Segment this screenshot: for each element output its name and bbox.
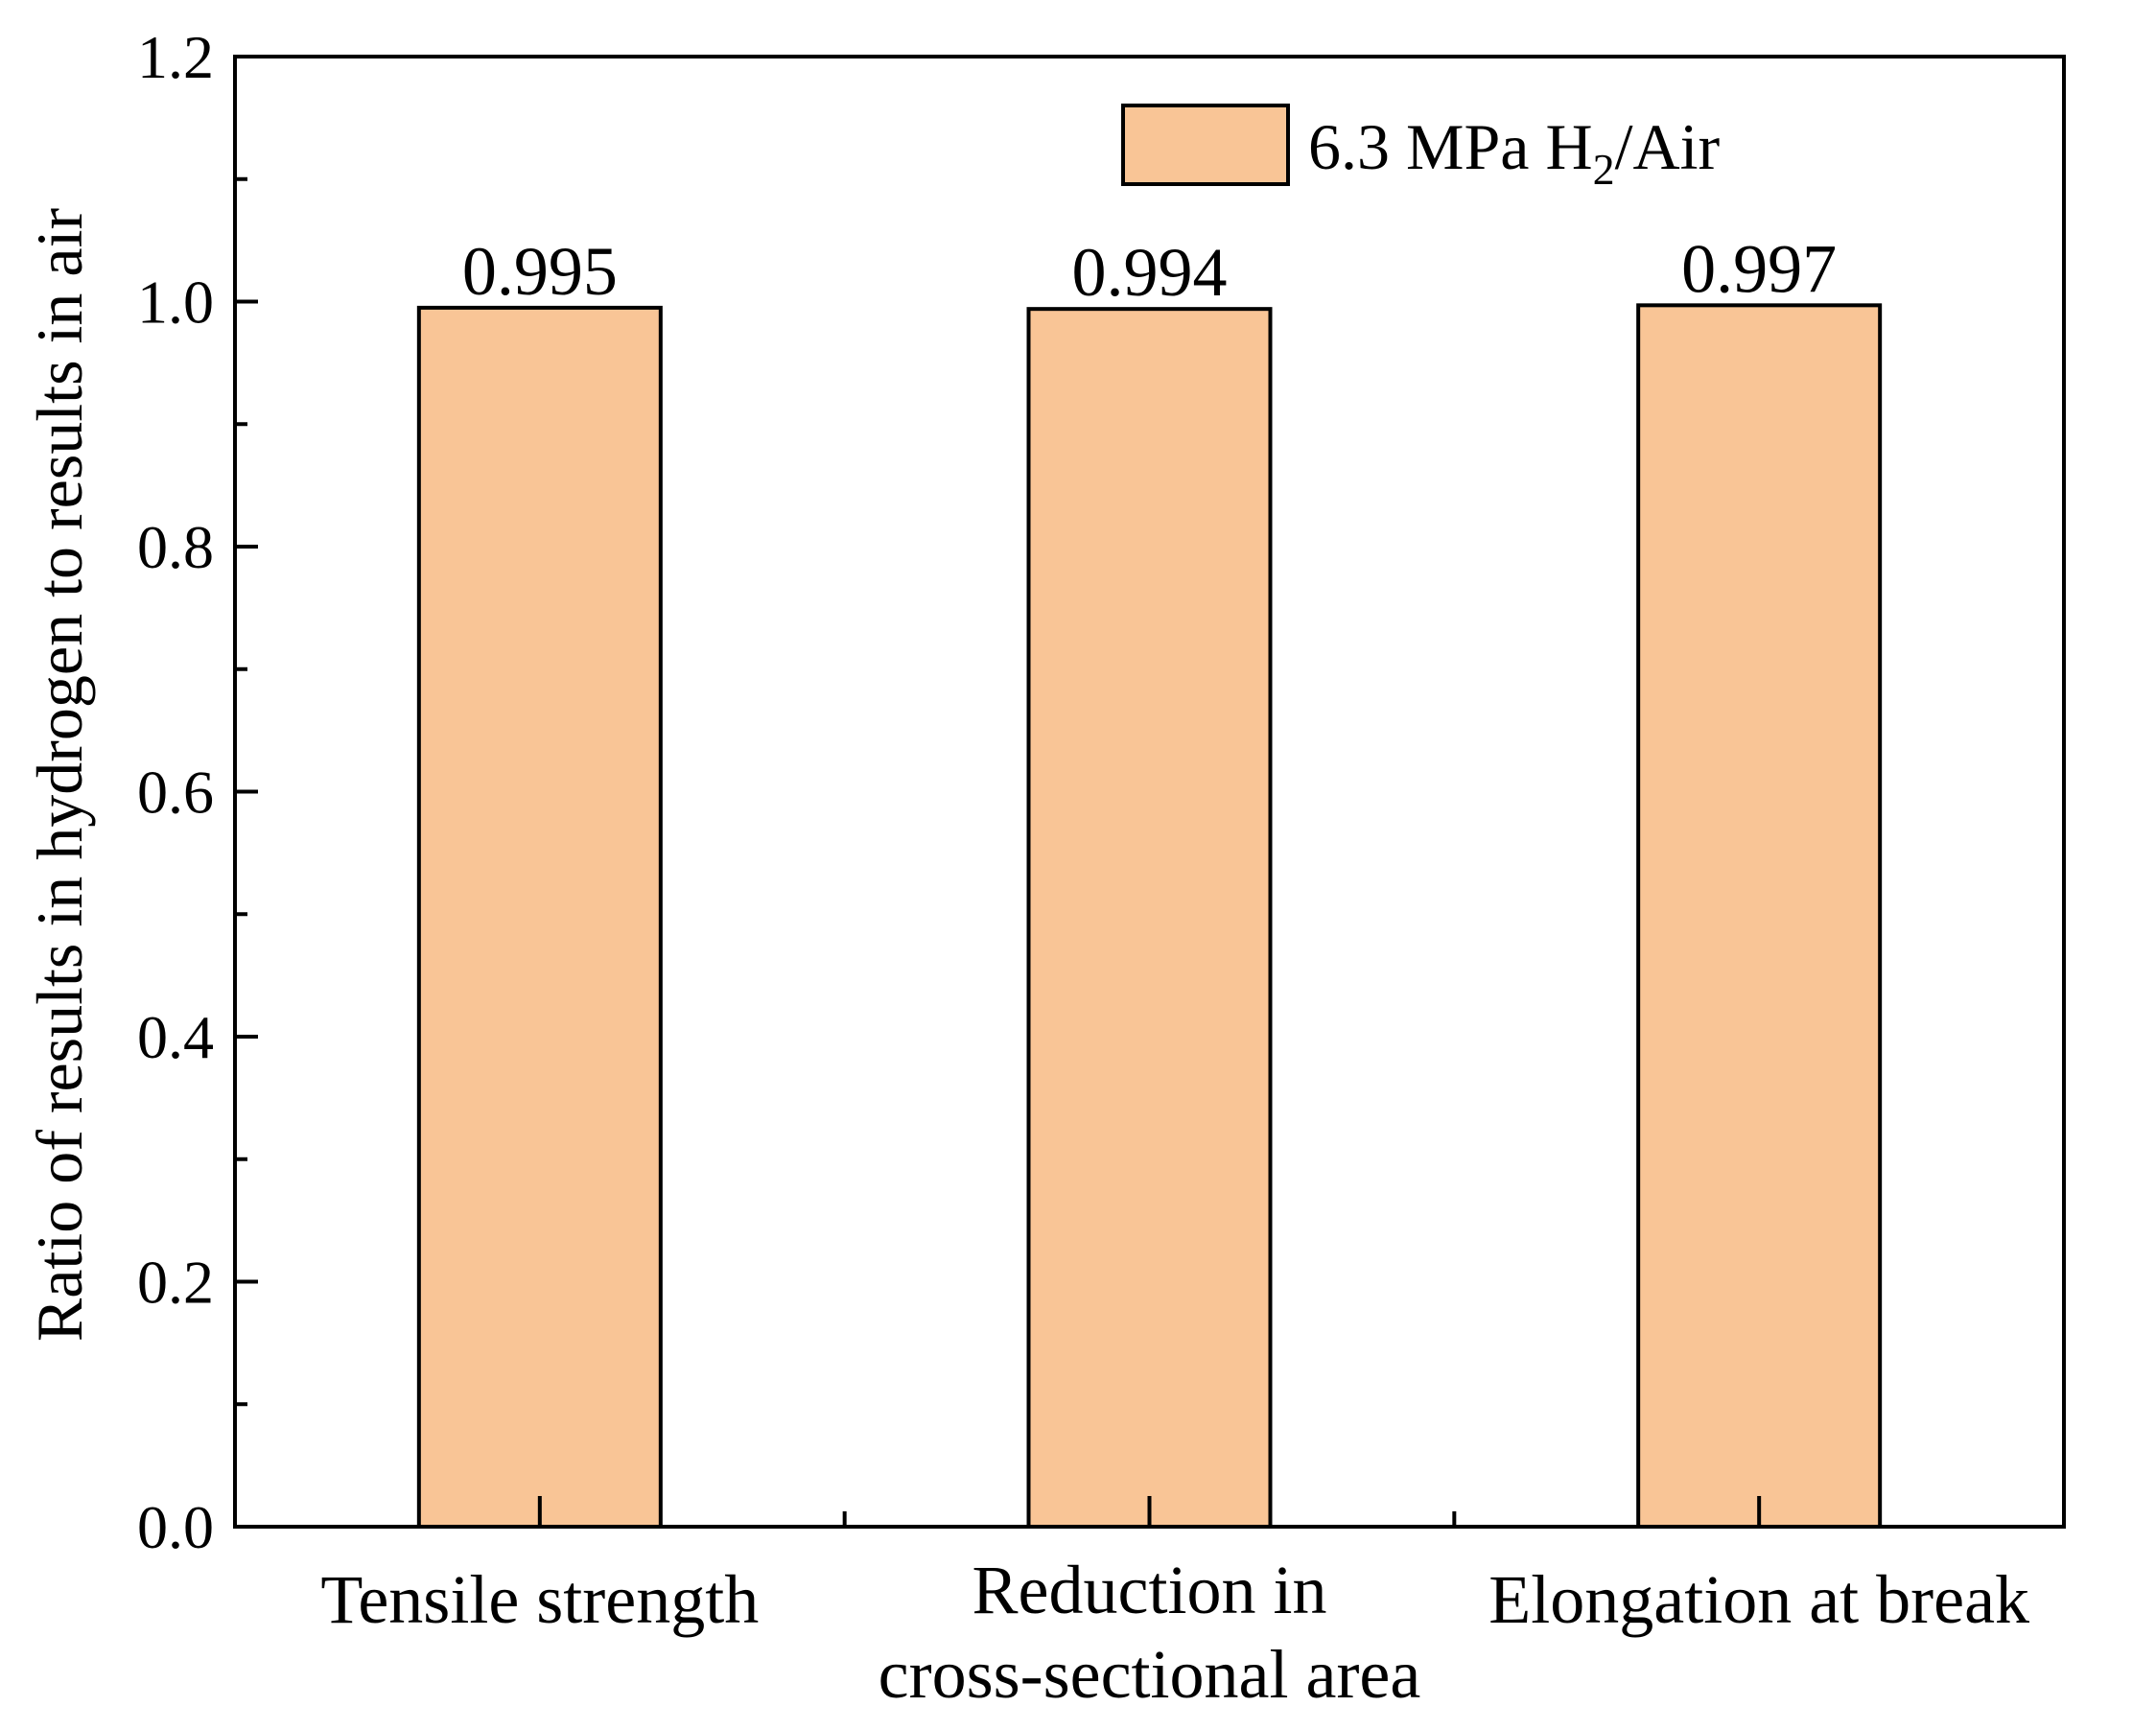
legend-label: 6.3 MPa H2/Air: [1308, 110, 1720, 194]
y-tick-label: 0.0: [137, 1493, 214, 1561]
bar-3: [1636, 303, 1883, 1529]
x-tick-label: Reduction in cross-sectional area: [879, 1552, 1421, 1713]
legend-swatch: [1121, 104, 1290, 186]
x-tick-label: Elongation at break: [1488, 1561, 2029, 1638]
y-tick-label: 0.2: [137, 1249, 214, 1317]
bar-value-label: 0.995: [462, 233, 618, 310]
y-axis-title: Ratio of results in hydrogen to results …: [23, 208, 96, 1343]
x-tick-label: Tensile strength: [320, 1561, 759, 1638]
y-tick-label: 0.8: [137, 513, 214, 581]
bar-1: [416, 305, 663, 1530]
bar-value-label: 0.994: [1072, 234, 1228, 311]
y-tick-label: 1.2: [137, 23, 214, 91]
y-tick-label: 0.4: [137, 1003, 214, 1071]
legend: 6.3 MPa H2/Air: [1121, 104, 1720, 194]
y-tick-label: 0.6: [137, 759, 214, 827]
bar-2: [1026, 307, 1273, 1529]
bar-value-label: 0.997: [1681, 230, 1837, 307]
y-tick-label: 1.0: [137, 269, 214, 337]
